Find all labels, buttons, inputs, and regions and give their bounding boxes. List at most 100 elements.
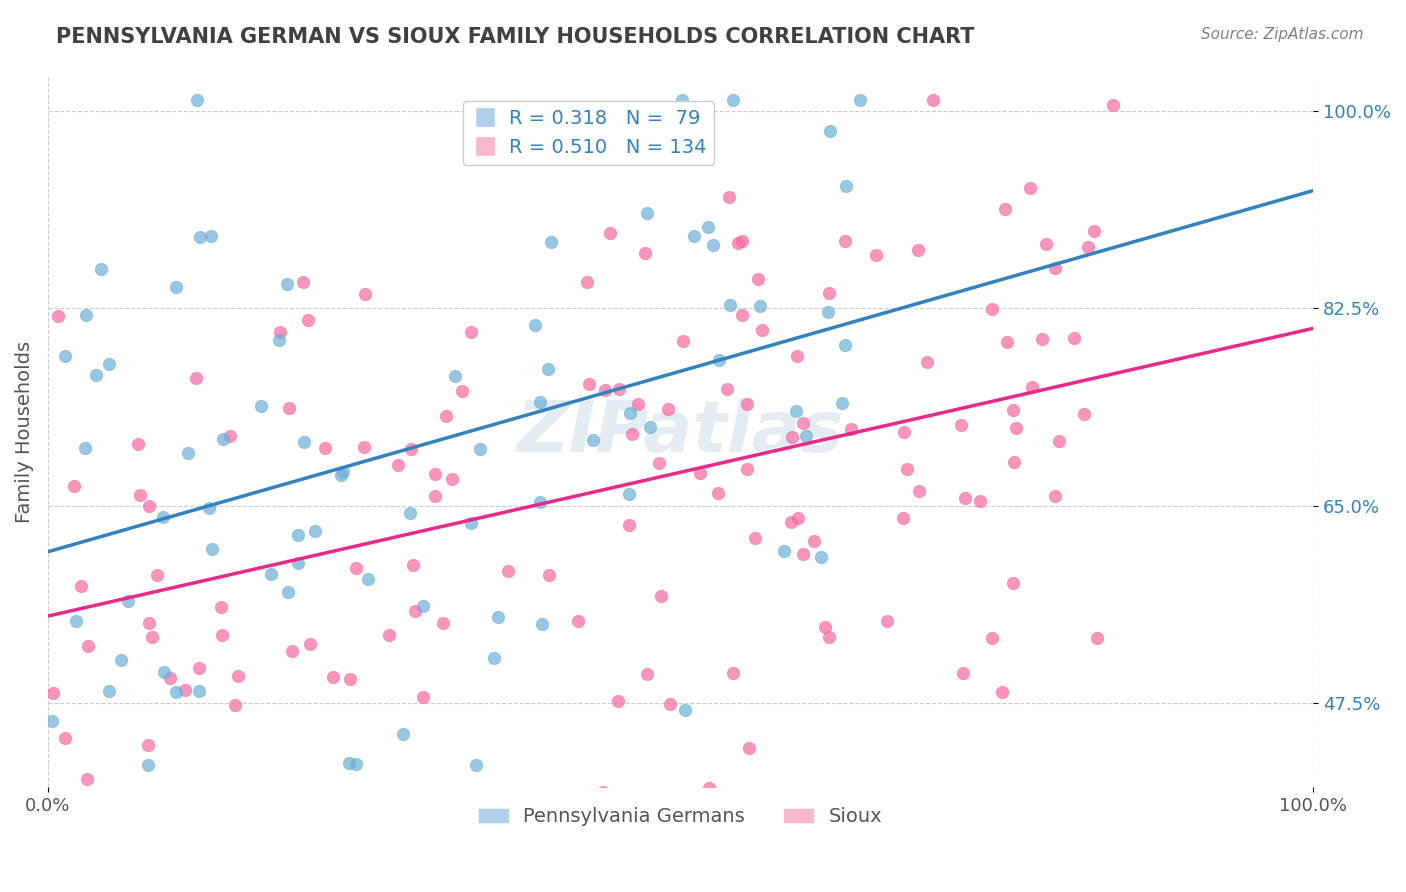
Point	[540, 235, 562, 250]
Point	[65, 614, 87, 628]
Point	[619, 487, 641, 501]
Point	[1083, 223, 1105, 237]
Point	[620, 426, 643, 441]
Point	[304, 524, 326, 538]
Point	[718, 298, 741, 312]
Point	[529, 394, 551, 409]
Point	[716, 382, 738, 396]
Point	[201, 542, 224, 557]
Point	[98, 684, 121, 698]
Point	[576, 275, 599, 289]
Point	[353, 441, 375, 455]
Point	[412, 690, 434, 705]
Point	[412, 599, 434, 614]
Point	[41, 714, 63, 729]
Point	[702, 237, 724, 252]
Point	[1073, 407, 1095, 421]
Point	[599, 226, 621, 240]
Point	[839, 422, 862, 436]
Point	[90, 262, 112, 277]
Point	[186, 93, 208, 107]
Point	[344, 757, 367, 772]
Point	[537, 568, 560, 582]
Point	[721, 93, 744, 107]
Point	[1035, 237, 1057, 252]
Point	[211, 628, 233, 642]
Point	[460, 325, 482, 339]
Point	[84, 368, 107, 383]
Point	[638, 420, 661, 434]
Point	[173, 683, 195, 698]
Point	[97, 357, 120, 371]
Point	[834, 338, 856, 352]
Point	[969, 494, 991, 508]
Point	[468, 442, 491, 457]
Point	[786, 511, 808, 525]
Point	[699, 780, 721, 795]
Point	[249, 400, 271, 414]
Point	[731, 309, 754, 323]
Point	[138, 499, 160, 513]
Point	[1002, 455, 1025, 469]
Point	[165, 280, 187, 294]
Point	[1005, 421, 1028, 435]
Point	[322, 670, 344, 684]
Point	[444, 369, 467, 384]
Point	[299, 637, 322, 651]
Point	[404, 604, 426, 618]
Point	[1021, 380, 1043, 394]
Point	[627, 397, 650, 411]
Point	[117, 594, 139, 608]
Point	[1001, 576, 1024, 591]
Point	[138, 616, 160, 631]
Point	[723, 665, 745, 680]
Point	[893, 425, 915, 439]
Point	[672, 334, 695, 349]
Point	[136, 757, 159, 772]
Point	[344, 561, 367, 575]
Point	[908, 483, 931, 498]
Point	[75, 441, 97, 455]
Point	[536, 362, 558, 376]
Text: Source: ZipAtlas.com: Source: ZipAtlas.com	[1201, 27, 1364, 42]
Point	[486, 609, 509, 624]
Point	[399, 506, 422, 520]
Point	[707, 352, 730, 367]
Point	[586, 803, 609, 817]
Point	[53, 731, 76, 745]
Point	[401, 442, 423, 456]
Point	[127, 437, 149, 451]
Point	[460, 516, 482, 530]
Point	[817, 304, 839, 318]
Point	[378, 628, 401, 642]
Point	[1043, 261, 1066, 276]
Point	[915, 355, 938, 369]
Point	[219, 429, 242, 443]
Point	[401, 558, 423, 573]
Point	[387, 458, 409, 473]
Point	[980, 302, 1002, 317]
Point	[76, 772, 98, 786]
Point	[200, 229, 222, 244]
Point	[425, 489, 447, 503]
Point	[332, 465, 354, 479]
Point	[423, 467, 446, 481]
Point	[891, 511, 914, 525]
Point	[865, 248, 887, 262]
Point	[187, 683, 209, 698]
Point	[696, 219, 718, 234]
Point	[198, 500, 221, 515]
Point	[980, 631, 1002, 645]
Point	[582, 433, 605, 447]
Point	[689, 467, 711, 481]
Point	[658, 697, 681, 711]
Point	[177, 445, 200, 459]
Point	[792, 547, 814, 561]
Point	[339, 672, 361, 686]
Point	[269, 325, 291, 339]
Point	[153, 665, 176, 679]
Point	[657, 402, 679, 417]
Point	[817, 630, 839, 644]
Point	[848, 93, 870, 107]
Point	[1063, 331, 1085, 345]
